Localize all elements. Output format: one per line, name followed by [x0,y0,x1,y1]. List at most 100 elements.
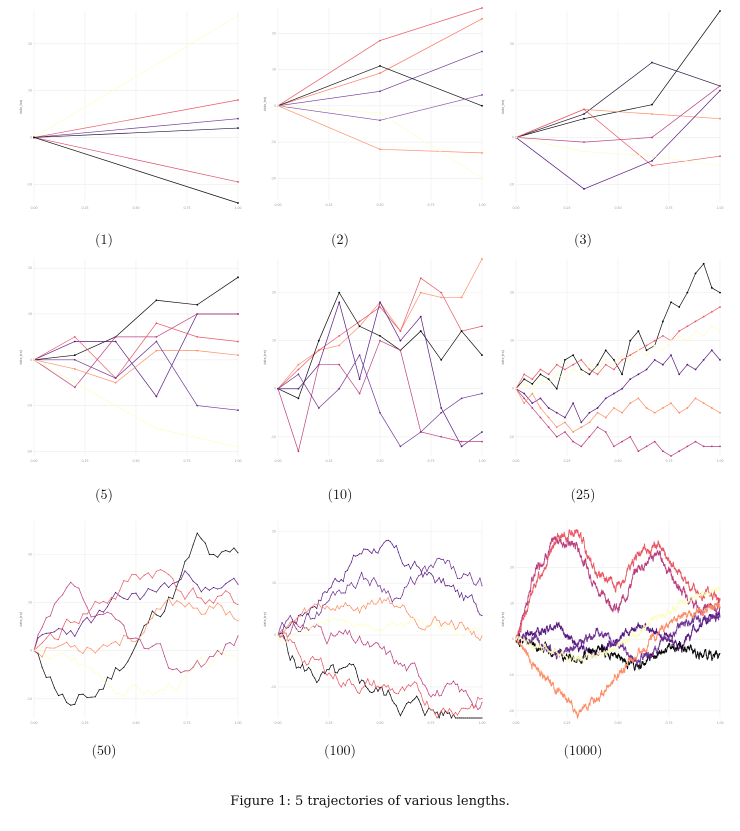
trajectory-point [673,616,676,618]
trajectory-point [589,576,591,578]
trajectory-point [123,696,125,698]
trajectory-point [708,616,710,619]
trajectory-point [549,545,551,548]
trajectory-point [719,10,721,12]
trajectory-point [715,618,717,620]
trajectory-point [330,587,332,589]
trajectory-point [383,542,385,544]
trajectory-point [82,598,84,600]
trajectory-point [613,653,615,655]
trajectory-point [596,368,599,371]
trajectory-point [713,616,715,618]
x-tick-label: 0.25 [325,203,332,207]
trajectory-point [687,601,689,603]
trajectory-point [659,636,661,638]
trajectory-point [62,643,64,646]
trajectory-point [328,621,330,623]
trajectory-point [37,644,39,646]
trajectory-point [686,339,689,342]
trajectory-point [221,653,223,656]
trajectory-point [634,569,636,571]
trajectory-point [593,651,595,653]
trajectory-point [697,591,699,593]
x-tick-label: 0.75 [427,203,434,207]
trajectory-point [565,544,567,546]
trajectory-point [580,710,583,712]
trajectory-point [542,645,544,647]
trajectory-point [596,651,598,653]
x-tick-label: 0.00 [30,459,37,463]
trajectory-point [579,647,581,649]
trajectory-point [653,657,655,659]
trajectory-point [623,644,625,647]
trajectory-point [619,657,621,659]
trajectory-point [645,349,648,352]
trajectory-point [151,694,153,696]
trajectory-point [621,671,624,673]
trajectory-point [237,620,239,622]
trajectory-point [436,711,438,713]
trajectory-point [541,651,543,653]
trajectory-point [574,708,576,710]
trajectory-point [638,647,640,649]
trajectory-point [661,618,663,620]
y-axis-label: data_traj [19,350,23,364]
trajectory-point [547,407,550,409]
trajectory-point [607,643,609,645]
trajectory-point [681,623,684,625]
trajectory-point [287,640,289,642]
trajectory-point [586,567,588,569]
trajectory-point [588,650,590,652]
trajectory-point [607,579,609,581]
trajectory-point [555,373,558,376]
trajectory-point [481,50,483,53]
trajectory-point [324,623,326,625]
trajectory-point [338,291,341,294]
trajectory-point [344,629,346,631]
trajectory-point [666,572,668,574]
trajectory-point [609,658,611,660]
trajectory-point [687,634,689,636]
trajectory-point [579,555,581,558]
trajectory-point [459,717,461,719]
trajectory-point [440,407,443,409]
trajectory-point [649,658,651,660]
trajectory-point [332,635,334,637]
trajectory-point [564,359,566,361]
trajectory-point [324,672,326,674]
trajectory-point [66,701,68,704]
trajectory-point [686,407,689,409]
trajectory-point [678,614,680,616]
trajectory-point [664,627,666,629]
trajectory-point [702,445,705,448]
trajectory-point [657,542,659,544]
trajectory-point [344,621,346,624]
trajectory-point [330,609,332,611]
trajectory-point [638,659,640,661]
trajectory-point [556,651,558,653]
trajectory-point [643,625,646,627]
trajectory-point [642,627,644,629]
trajectory-point [672,579,674,581]
trajectory-point [686,650,688,652]
trajectory-point [196,303,199,306]
trajectory-point [525,642,527,644]
trajectory-point [289,615,291,617]
trajectory-point [73,381,76,384]
trajectory-point [609,646,611,648]
trajectory-point [151,589,153,591]
trajectory-point [408,613,410,615]
trajectory-point [522,634,524,636]
trajectory-point [609,657,611,659]
trajectory-point [393,702,395,705]
trajectory-point [367,641,369,643]
trajectory-point [714,595,716,597]
trajectory-point [644,664,646,666]
trajectory-point [653,555,655,557]
trajectory-point [301,662,304,664]
trajectory-point [564,431,566,433]
trajectory-point [695,631,698,633]
trajectory-point [689,647,691,649]
trajectory-point [328,669,330,671]
